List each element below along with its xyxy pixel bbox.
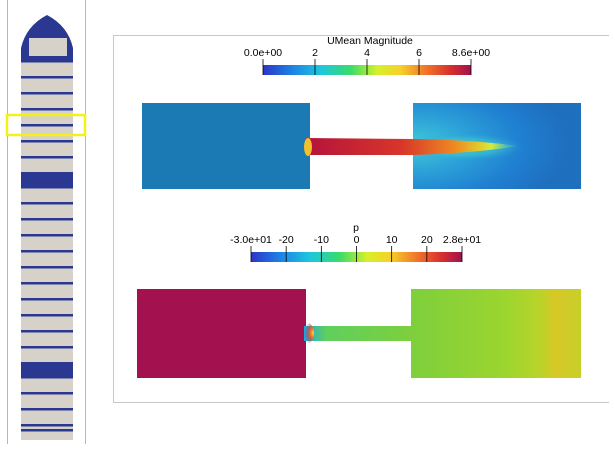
velocity-jet [306,138,519,155]
pressure-field-plot [137,289,581,378]
thumbnail-page[interactable] [21,204,73,219]
thumbnail-page[interactable] [21,110,73,125]
thumbnail-page[interactable] [21,252,73,267]
thumbnail-page[interactable] [21,142,73,157]
velocity-inlet-chamber [142,103,310,189]
thumbnail-page[interactable] [21,158,73,173]
thumbnail-divider [21,408,73,411]
thumbnail-divider [21,429,73,432]
thumbnail-divider [21,362,73,376]
thumbnail-divider [21,392,73,395]
thumbnail-divider [21,282,73,285]
velocity-legend-tick-label: 2 [312,47,318,59]
thumbnail-divider [21,124,73,127]
pressure-inlet-chamber [137,289,306,378]
thumbnail-page[interactable] [21,284,73,299]
velocity-field-plot [142,103,581,189]
thumbnail-divider [21,234,73,237]
thumbnail-page[interactable] [21,378,73,393]
pressure-legend-tick-label: 0 [354,234,360,246]
thumbnail-divider [21,266,73,269]
pressure-legend-tick-label: 2.8e+01 [443,234,481,246]
velocity-legend-tick-label: 8.6e+00 [452,47,490,59]
thumbnail-page[interactable] [21,410,73,425]
thumbnail-divider [21,218,73,221]
pressure-legend-tick-label: -10 [314,234,329,246]
render-viewport[interactable]: UMean Magnitude 0.0e+00 2 4 6 8.6e+00 p -3.0… [113,35,609,403]
thumbnail-page[interactable] [21,300,73,315]
pressure-legend-tick-label: -20 [279,234,294,246]
velocity-legend-tick-label: 4 [364,47,370,59]
thumbnail-divider [21,60,73,63]
thumbnail-divider [21,108,73,111]
pressure-legend-tick-label: -3.0e+01 [230,234,272,246]
thumbnail-page[interactable] [21,268,73,283]
velocity-legend-title: UMean Magnitude [327,36,413,47]
left-panel-border-right [85,0,86,444]
pressure-outlet-chamber [411,289,581,378]
thumbnail-page[interactable] [21,188,73,203]
velocity-legend: UMean Magnitude 0.0e+00 2 4 6 8.6e+00 [244,36,490,75]
thumbnail-page[interactable] [21,78,73,93]
thumbnail-divider [21,76,73,79]
thumbnail-page[interactable] [21,426,73,441]
thumbnail-page[interactable] [21,332,73,347]
pressure-legend-title: p [353,222,359,234]
thumbnail-divider [21,298,73,301]
thumbnail-page[interactable] [21,316,73,331]
render-canvas[interactable]: UMean Magnitude 0.0e+00 2 4 6 8.6e+00 p -3.0… [114,36,609,402]
thumbnail-page[interactable] [21,236,73,251]
thumbnail-page[interactable] [21,126,73,141]
thumbnail-divider [21,202,73,205]
thumbnail-divider [21,346,73,349]
thumbnail-divider [21,330,73,333]
thumbnail-divider [21,186,73,189]
page-thumbnail-strip[interactable] [0,0,100,452]
thumbnail-divider [21,92,73,95]
thumbnail-page[interactable] [29,38,67,56]
selection-highlight[interactable] [5,113,87,137]
pressure-legend: p -3.0e+01 -20 -10 0 10 20 2.8e+01 [230,222,481,262]
thumbnail-page[interactable] [21,62,73,77]
velocity-legend-tick-label: 0.0e+00 [244,47,282,59]
left-panel-border-left [7,0,8,444]
pressure-legend-tick-label: 20 [421,234,433,246]
thumbnail-page[interactable] [21,394,73,409]
thumbnail-divider [21,314,73,317]
velocity-legend-tick-label: 6 [416,47,422,59]
thumbnail-divider [21,424,73,427]
thumbnail-divider [21,172,73,186]
pressure-legend-tick-label: 10 [386,234,398,246]
thumbnail-divider [21,156,73,159]
pressure-throat [304,326,413,341]
thumbnail-page[interactable] [21,348,73,363]
thumbnail-page[interactable] [21,220,73,235]
thumbnail-divider [21,250,73,253]
thumbnail-page[interactable] [21,94,73,109]
pressure-throat-entry [298,322,314,344]
velocity-inlet-corner [304,138,312,156]
thumbnail-divider [21,140,73,143]
thumbnail-divider [21,376,73,379]
